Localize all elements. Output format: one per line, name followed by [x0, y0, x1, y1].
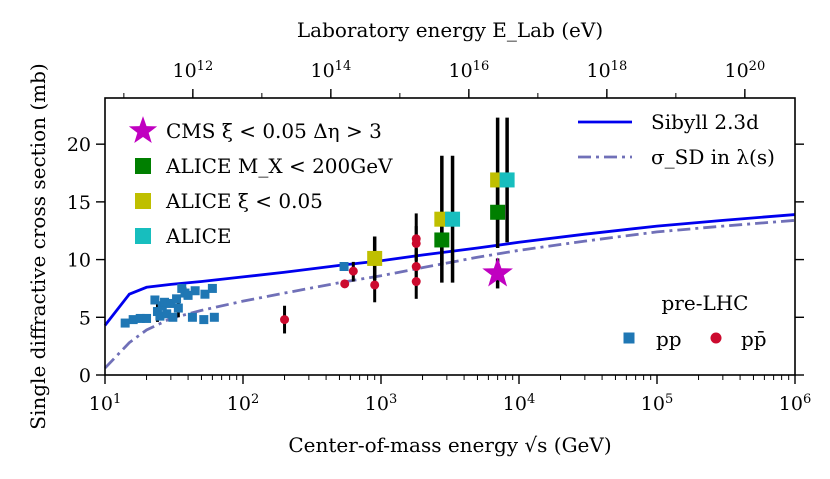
top-tick-label: 1012 — [172, 59, 213, 83]
x-tick-base: 10 — [503, 393, 527, 415]
top-tick-base: 10 — [724, 60, 748, 82]
legend-marker — [128, 116, 158, 144]
y-tick-label: 20 — [67, 134, 91, 156]
top-tick-label: 1016 — [448, 59, 489, 83]
alice-point — [367, 250, 383, 266]
top-tick-exponent: 16 — [473, 59, 490, 74]
pp-point — [187, 312, 197, 322]
pre-lhc-title: pre-LHC — [662, 291, 749, 315]
pp-point — [339, 262, 349, 272]
legend-label: σ_SD in λ(s) — [651, 145, 775, 169]
top-tick-exponent: 18 — [611, 59, 628, 74]
top-tick-base: 10 — [310, 60, 334, 82]
legend-marker — [710, 332, 722, 344]
x-tick-label: 103 — [365, 392, 397, 416]
x-tick-base: 10 — [779, 393, 803, 415]
top-tick-base: 10 — [586, 60, 610, 82]
alice-point — [445, 211, 461, 227]
pp-point — [160, 297, 170, 307]
sigma-sd-curve — [103, 218, 796, 370]
x-tick-exponent: 3 — [389, 392, 397, 407]
y-axis-title: Single diffractive cross section (mb) — [26, 63, 50, 429]
pp-point — [155, 311, 165, 321]
alice-point — [499, 172, 515, 188]
y-tick-label: 5 — [79, 307, 91, 329]
top-tick-exponent: 12 — [197, 59, 214, 74]
legend-label: pp — [656, 327, 682, 351]
x-tick-label: 104 — [503, 392, 535, 416]
y-tick-label: 15 — [67, 192, 91, 214]
legend-marker — [135, 158, 151, 174]
pp-point — [209, 312, 219, 322]
legend-label: pp̄ — [741, 327, 767, 351]
pp-point — [152, 307, 162, 317]
pp-point — [135, 313, 145, 323]
top-tick-label: 1018 — [586, 59, 627, 83]
legend-label: CMS ξ < 0.05 Δη > 3 — [166, 119, 382, 143]
cms-point — [482, 257, 513, 287]
legend-marker — [135, 228, 151, 244]
alice-point — [434, 232, 450, 248]
legend-label: ALICE M_X < 200GeV — [165, 154, 393, 178]
ppbar-point — [411, 262, 421, 272]
x-tick-exponent: 6 — [803, 392, 811, 407]
x-axis-title: Center-of-mass energy √s (GeV) — [288, 433, 611, 457]
x-tick-exponent: 4 — [527, 392, 535, 407]
plot-frame — [104, 97, 796, 376]
alice-point — [490, 204, 506, 220]
ppbar-point — [280, 315, 290, 325]
x-tick-label: 106 — [779, 392, 811, 416]
ppbar-point — [340, 279, 350, 289]
top-tick-base: 10 — [172, 60, 196, 82]
pp-point — [190, 286, 200, 296]
top-tick-exponent: 14 — [335, 59, 352, 74]
sibyll-curve — [103, 213, 796, 327]
ppbar-point — [411, 234, 421, 244]
ppbar-point — [411, 277, 421, 287]
x-tick-label: 105 — [641, 392, 673, 416]
pp-point — [120, 318, 130, 328]
pp-point — [150, 295, 160, 305]
pp-point — [166, 298, 176, 308]
y-tick-label: 10 — [67, 250, 91, 272]
legend-label: Sibyll 2.3d — [651, 110, 759, 134]
pp-point — [200, 289, 210, 299]
pp-point — [168, 312, 178, 322]
ppbar-point — [348, 266, 358, 276]
pp-point — [128, 315, 138, 325]
legend-marker — [135, 193, 151, 209]
pp-point — [207, 283, 217, 293]
pp-point — [162, 309, 172, 319]
x-tick-base: 10 — [227, 393, 251, 415]
x-tick-exponent: 5 — [665, 392, 673, 407]
pp-point — [177, 283, 187, 293]
top-tick-exponent: 20 — [749, 59, 766, 74]
x-tick-exponent: 1 — [113, 392, 121, 407]
y-tick-label: 0 — [79, 365, 91, 387]
pp-point — [173, 303, 183, 313]
legend-marker — [623, 332, 635, 344]
top-tick-base: 10 — [448, 60, 472, 82]
legend-label: ALICE ξ < 0.05 — [165, 189, 323, 213]
pp-point — [172, 294, 182, 304]
x-tick-base: 10 — [641, 393, 665, 415]
legend-label: ALICE — [165, 224, 232, 248]
top-axis-title: Laboratory energy E_Lab (eV) — [297, 18, 603, 42]
x-tick-exponent: 2 — [251, 392, 259, 407]
top-tick-label: 1014 — [310, 59, 351, 83]
x-tick-base: 10 — [365, 393, 389, 415]
x-tick-base: 10 — [89, 393, 113, 415]
pp-point — [142, 313, 152, 323]
top-tick-label: 1020 — [724, 59, 765, 83]
pp-point — [199, 315, 209, 325]
ppbar-point — [370, 280, 380, 290]
x-tick-label: 101 — [89, 392, 121, 416]
x-tick-label: 102 — [227, 392, 259, 416]
pp-point — [183, 290, 193, 300]
